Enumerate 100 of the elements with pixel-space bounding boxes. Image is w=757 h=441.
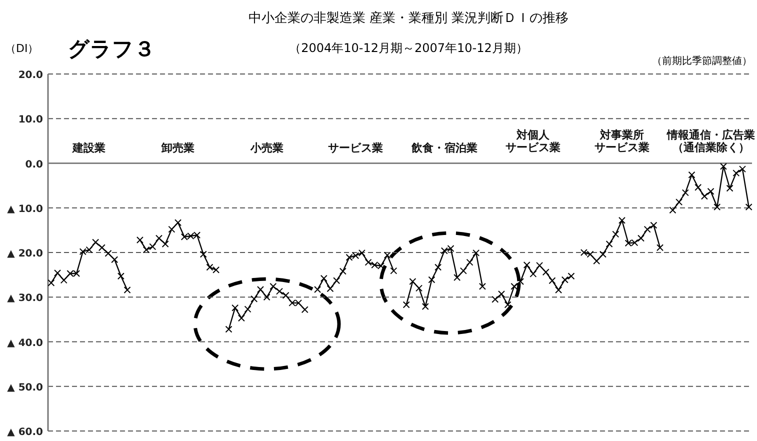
point (542, 268, 550, 276)
point (142, 246, 150, 254)
point (320, 274, 328, 282)
point (276, 288, 283, 295)
point (612, 230, 620, 238)
point (54, 270, 62, 277)
point (510, 282, 518, 290)
point (124, 286, 131, 294)
point (409, 278, 416, 286)
point (492, 296, 499, 303)
y-tick-label: 20.0 (18, 70, 44, 81)
point (720, 162, 727, 170)
point (402, 301, 410, 308)
point (384, 252, 391, 259)
annotation: 卸売業 (160, 141, 195, 154)
point (282, 292, 290, 299)
point (326, 285, 334, 292)
point (682, 189, 689, 196)
point (548, 277, 556, 284)
point (250, 295, 258, 302)
annotation: 飲食・宿泊業 (410, 141, 478, 154)
point (618, 216, 626, 224)
point (504, 301, 512, 308)
point (745, 203, 752, 210)
point (301, 306, 308, 314)
point (60, 276, 68, 284)
y-tick-label: 0.0 (25, 159, 44, 170)
point (416, 284, 423, 292)
point (174, 219, 182, 226)
point (530, 270, 537, 278)
point (555, 286, 562, 294)
point (428, 276, 436, 284)
y-tick-label: ▲ 40.0 (7, 338, 44, 349)
point (263, 294, 270, 301)
point (155, 234, 162, 242)
point (92, 238, 100, 246)
point (738, 166, 746, 173)
y-tick-label: ▲ 60.0 (7, 427, 44, 438)
annotation: 対事業所サービス業 (594, 128, 650, 154)
point (200, 250, 207, 258)
point (638, 234, 645, 242)
point (714, 203, 721, 210)
point (270, 282, 277, 290)
point (256, 286, 264, 294)
point (466, 258, 474, 266)
point (98, 244, 106, 252)
point (238, 314, 245, 322)
point (460, 267, 467, 274)
point (149, 243, 156, 250)
point (104, 250, 112, 257)
annotation: 建設業 (72, 141, 106, 154)
point (422, 302, 429, 310)
y-tick-label: 10.0 (18, 114, 44, 126)
point (606, 240, 613, 248)
point (650, 222, 658, 229)
annotation: 情報通信・広告業（通信業除く） (666, 128, 755, 154)
point (593, 257, 600, 264)
point (676, 198, 683, 206)
point (694, 184, 702, 191)
point (434, 264, 442, 271)
point (339, 268, 346, 275)
point (644, 226, 651, 233)
point (244, 306, 252, 313)
point (478, 282, 486, 290)
annotation: サービス業 (328, 141, 384, 154)
point (656, 244, 664, 252)
point (472, 249, 480, 256)
point (454, 274, 461, 281)
point (117, 272, 124, 280)
point (225, 326, 232, 333)
y-tick-label: ▲ 50.0 (7, 382, 44, 394)
point (669, 206, 676, 214)
point (568, 272, 575, 280)
text: グラフ３ (68, 37, 155, 61)
point (136, 236, 144, 244)
chart-subtitle: （2004年10-12月期～2007年10-12月期） (289, 41, 528, 55)
y-tick-label: ▲ 30.0 (7, 293, 44, 304)
point (390, 267, 398, 274)
text: （前期比季節調整値） (652, 55, 752, 67)
point (707, 188, 714, 195)
chart-title: 中小企業の非製造業 産業・業種別 業況判断ＤＩの推移 (248, 10, 569, 26)
point (232, 304, 239, 312)
point (498, 290, 505, 298)
annotation: 対個人サービス業 (506, 128, 561, 154)
point (523, 261, 530, 268)
point (561, 276, 568, 284)
y-axis-title: （DI） (5, 42, 39, 55)
point (599, 250, 606, 258)
point (111, 256, 118, 264)
point (314, 286, 322, 294)
y-tick-label: ▲ 20.0 (7, 248, 44, 260)
point (688, 171, 696, 178)
point (700, 192, 708, 200)
point (536, 262, 544, 269)
point (162, 240, 169, 248)
point (48, 279, 55, 286)
point (732, 170, 740, 177)
point (333, 277, 340, 284)
point (168, 226, 176, 233)
y-tick-label: ▲ 10.0 (7, 204, 44, 215)
